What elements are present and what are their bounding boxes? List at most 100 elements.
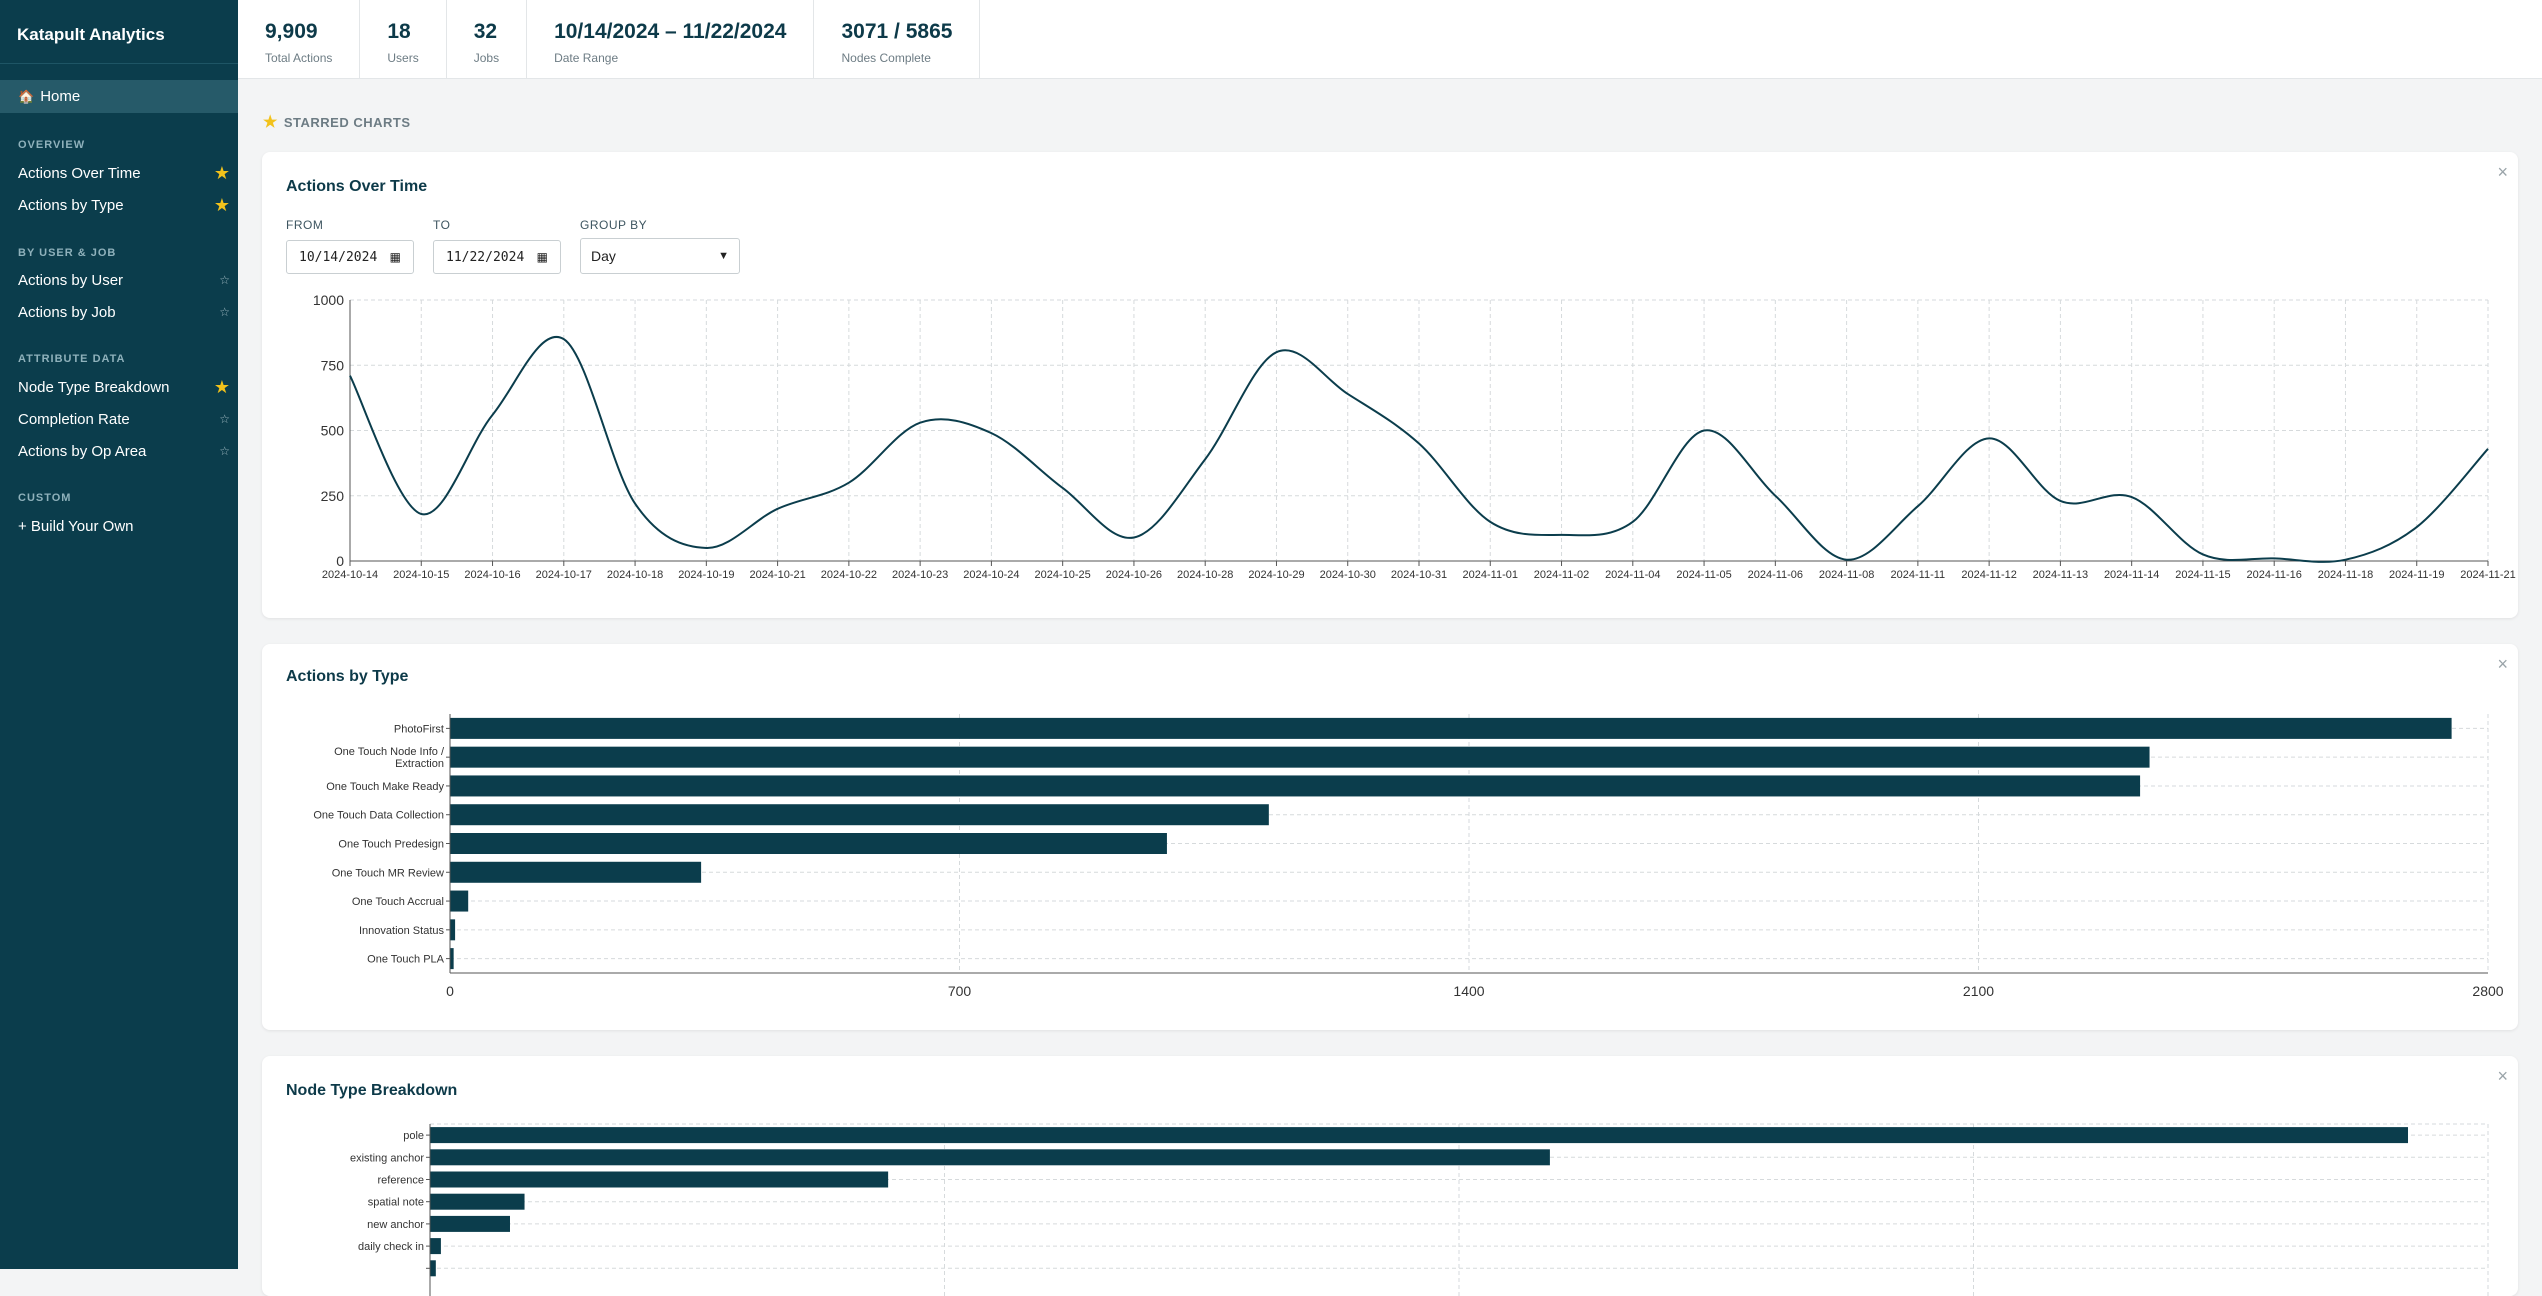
stat-users: 18 Users — [360, 0, 447, 78]
nav-item-label: Actions by Job — [18, 303, 116, 321]
section-overview: OVERVIEW — [18, 139, 86, 151]
nav-home[interactable]: 🏠 Home — [0, 80, 238, 113]
x-tick-label: 2024-10-26 — [1106, 569, 1162, 581]
nav-item-actions-over-time[interactable]: Actions Over Time ★ — [0, 158, 238, 188]
y-tick-label: reference — [378, 1175, 424, 1187]
star-icon[interactable]: ★ — [213, 376, 230, 397]
x-tick-label: 2024-11-15 — [2175, 569, 2230, 581]
nav-item-actions-by-user[interactable]: Actions by User ☆ — [0, 265, 238, 295]
x-tick-label: 2024-10-31 — [1391, 569, 1447, 581]
close-icon[interactable]: × — [2497, 162, 2508, 182]
y-tick-label-line: One Touch Accrual — [352, 896, 444, 908]
nav-item-build-your-own[interactable]: + Build Your Own — [0, 511, 238, 541]
stat-total-actions: 9,909 Total Actions — [238, 0, 361, 78]
bar — [450, 919, 456, 941]
to-date-input[interactable]: 11/22/2024 ▦ — [433, 240, 561, 274]
actions-by-type-chart: 0 700 1400 2100 2800 PhotoFirst One Touch Node… — [313, 714, 2504, 999]
from-date-input[interactable]: 10/14/2024 ▦ — [286, 240, 414, 274]
bar — [430, 1215, 510, 1232]
stat-nodes-complete: 3071 / 5865 Nodes Complete — [814, 0, 981, 78]
star-icon[interactable]: ★ — [213, 162, 230, 183]
star-outline-icon[interactable]: ☆ — [219, 273, 230, 287]
close-icon[interactable]: × — [2497, 1066, 2508, 1086]
stat-value: 32 — [473, 20, 498, 43]
bar — [450, 804, 1269, 826]
y-tick-label: spatial note — [368, 1197, 424, 1209]
nav-item-completion-rate[interactable]: Completion Rate ☆ — [0, 404, 238, 434]
x-tick-label: 2024-10-19 — [678, 569, 734, 581]
bar — [450, 775, 2141, 797]
star-outline-icon[interactable]: ☆ — [219, 305, 230, 319]
y-tick-label: new anchor — [367, 1219, 424, 1231]
section-custom: CUSTOM — [18, 492, 72, 504]
x-tick-label: 2024-10-16 — [464, 569, 520, 581]
y-tick-label-line: PhotoFirst — [394, 723, 444, 735]
star-icon[interactable]: ★ — [213, 194, 230, 215]
bar — [430, 1171, 889, 1188]
x-tick-label: 2024-11-13 — [2033, 569, 2088, 581]
y-tick-label: daily check in — [358, 1241, 424, 1253]
x-tick-label: 2024-11-12 — [1961, 569, 2016, 581]
chevron-down-icon: ▼ — [718, 250, 729, 262]
x-tick-label: 2024-10-30 — [1320, 569, 1376, 581]
group-by-value: Day — [591, 248, 616, 264]
bar — [430, 1238, 441, 1255]
star-icon: ★ — [263, 114, 278, 131]
x-tick-label: 2024-11-06 — [1748, 569, 1803, 581]
x-tick-label: 0 — [446, 983, 454, 999]
bar — [450, 833, 1167, 854]
starred-charts-label: STARRED CHARTS — [283, 114, 411, 130]
section-by-user-job: BY USER & JOB — [18, 247, 117, 259]
stat-value: 18 — [387, 20, 411, 43]
star-outline-icon[interactable]: ☆ — [219, 412, 230, 426]
stat-label: Total Actions — [265, 51, 333, 65]
x-tick-label: 2024-11-04 — [1605, 569, 1660, 581]
y-tick-label-line: One Touch Predesign — [338, 839, 444, 851]
nav-item-label: Node Type Breakdown — [18, 378, 170, 396]
stat-jobs: 32 Jobs — [447, 0, 528, 78]
calendar-icon[interactable]: ▦ — [389, 250, 401, 264]
app-title: Katapult Analytics — [0, 0, 238, 64]
group-by-select[interactable]: Day ▼ — [580, 238, 740, 274]
x-tick-label: 2024-11-19 — [2389, 569, 2444, 581]
y-tick-label: 1000 — [313, 292, 344, 308]
calendar-icon[interactable]: ▦ — [536, 250, 548, 264]
stats-bar: 9,909 Total Actions 18 Users 32 Jobs 10/… — [238, 0, 2542, 79]
nav-item-actions-by-type[interactable]: Actions by Type ★ — [0, 190, 238, 220]
y-tick-label-line: One Touch PLA — [367, 954, 445, 966]
y-tick-label: One Touch MR Review — [332, 867, 444, 879]
bar — [430, 1149, 1550, 1166]
starred-charts-heading: ★ STARRED CHARTS — [263, 112, 411, 132]
nav-item-actions-by-op-area[interactable]: Actions by Op Area ☆ — [0, 436, 238, 466]
star-outline-icon[interactable]: ☆ — [219, 444, 230, 458]
y-tick-label-line: One Touch Make Ready — [326, 781, 444, 793]
to-label: TO — [433, 218, 451, 232]
nav-item-label: Actions Over Time — [18, 164, 141, 182]
nav-item-actions-by-job[interactable]: Actions by Job ☆ — [0, 297, 238, 327]
card-title: Actions by Type — [286, 668, 409, 685]
x-tick-label: 2024-10-25 — [1035, 569, 1091, 581]
x-tick-label: 2024-11-14 — [2104, 569, 2159, 581]
y-tick-label-line: One Touch Node Info / — [334, 746, 445, 758]
bar — [450, 948, 454, 970]
close-icon[interactable]: × — [2497, 654, 2508, 674]
y-tick-label: Innovation Status — [359, 925, 445, 937]
card-node-type-breakdown: Node Type Breakdown × pole existing ancho… — [262, 1056, 2518, 1296]
from-date-value: 10/14/2024 — [299, 249, 378, 265]
nav-item-node-type-breakdown[interactable]: Node Type Breakdown ★ — [0, 372, 238, 402]
stat-label: Users — [387, 51, 419, 65]
nav-item-label: Completion Rate — [18, 410, 130, 428]
x-tick-label: 2024-11-05 — [1676, 569, 1731, 581]
nav-item-label: + Build Your Own — [18, 517, 134, 535]
home-icon: 🏠 — [18, 88, 35, 104]
node-type-breakdown-chart: pole existing anchor reference spatial note… — [350, 1123, 2489, 1296]
stat-value: 3071 / 5865 — [841, 20, 953, 43]
y-tick-label: One Touch Accrual — [352, 896, 444, 908]
x-tick-label: 2024-10-17 — [536, 569, 592, 581]
bar — [450, 717, 2452, 739]
section-attribute-data: ATTRIBUTE DATA — [18, 353, 126, 365]
y-tick-label: One Touch PLA — [367, 954, 445, 966]
y-tick-label: One Touch Data Collection — [313, 810, 444, 822]
nav-item-label: Actions by User — [18, 271, 124, 289]
x-tick-label: 2100 — [1963, 983, 1994, 999]
